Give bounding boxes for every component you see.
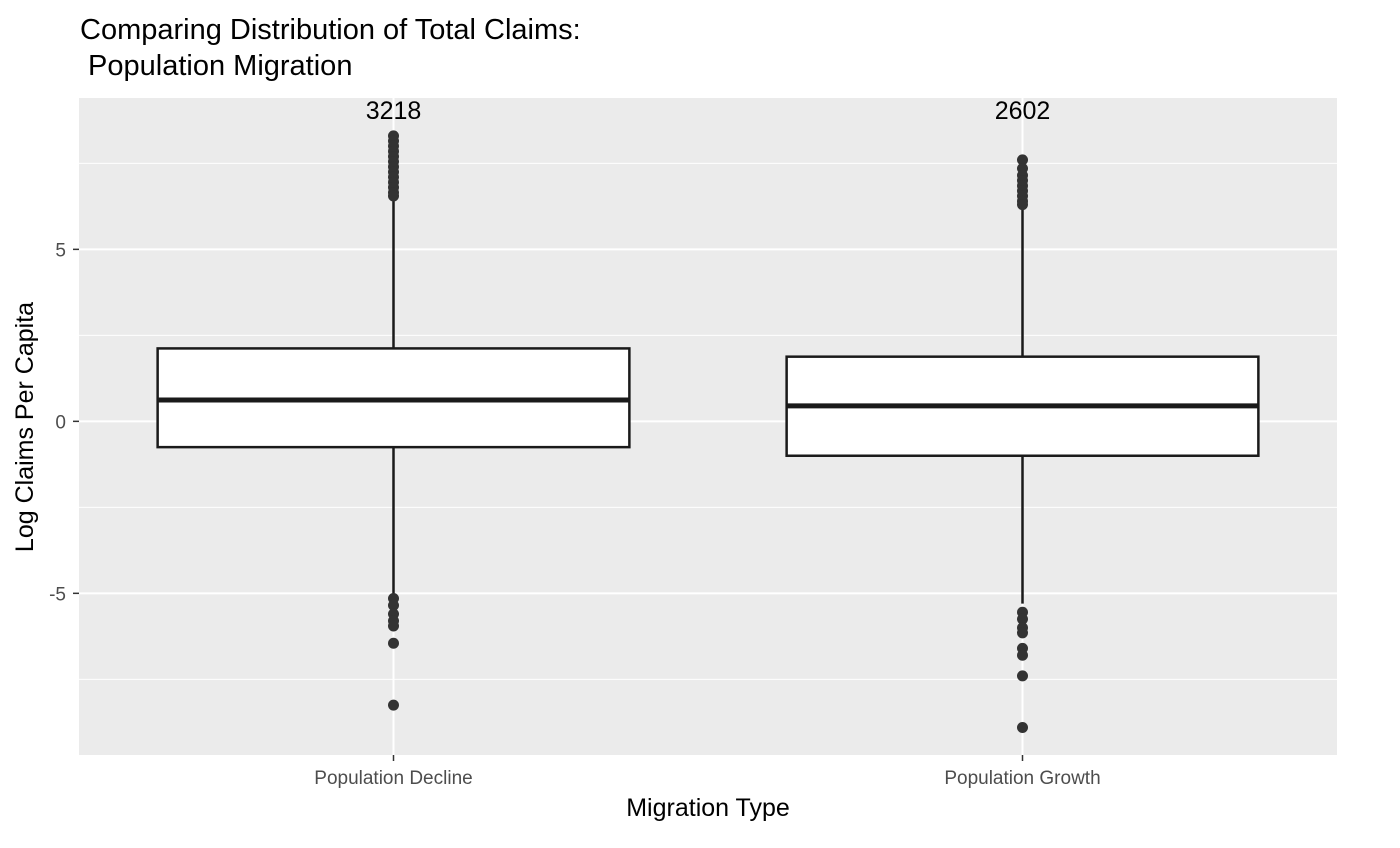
- outlier-point: [1017, 154, 1028, 166]
- count-label: 3218: [366, 97, 422, 125]
- y-tick-label: 5: [55, 240, 66, 261]
- chart-title-line-1: Comparing Distribution of Total Claims:: [80, 14, 581, 46]
- outlier-point: [388, 699, 399, 711]
- y-axis-title: Log Claims Per Capita: [11, 302, 39, 552]
- count-label: 2602: [995, 97, 1051, 125]
- outlier-point: [388, 599, 399, 611]
- outlier-point: [1017, 199, 1028, 211]
- y-tick-label: 0: [55, 412, 66, 433]
- outlier-point: [1017, 627, 1028, 639]
- chart-title-line-2: Population Migration: [80, 50, 352, 82]
- x-axis-title: Migration Type: [626, 794, 790, 822]
- outlier-point: [1017, 670, 1028, 682]
- axis-layer: -5 0 5 Population Decline Population Growth: [49, 240, 1101, 789]
- x-tick-label: Population Growth: [944, 768, 1100, 789]
- outlier-point: [1017, 613, 1028, 625]
- box-layer: 3218 2602: [156, 97, 1260, 733]
- outlier-point: [388, 190, 399, 202]
- outlier-point: [388, 637, 399, 649]
- box-group: 2602: [785, 97, 1260, 733]
- outlier-point: [1017, 721, 1028, 733]
- x-tick-label: Population Decline: [314, 768, 472, 789]
- box-group: 3218: [156, 97, 631, 711]
- outlier-point: [388, 620, 399, 632]
- outlier-point: [1017, 649, 1028, 661]
- y-tick-label: -5: [49, 584, 66, 605]
